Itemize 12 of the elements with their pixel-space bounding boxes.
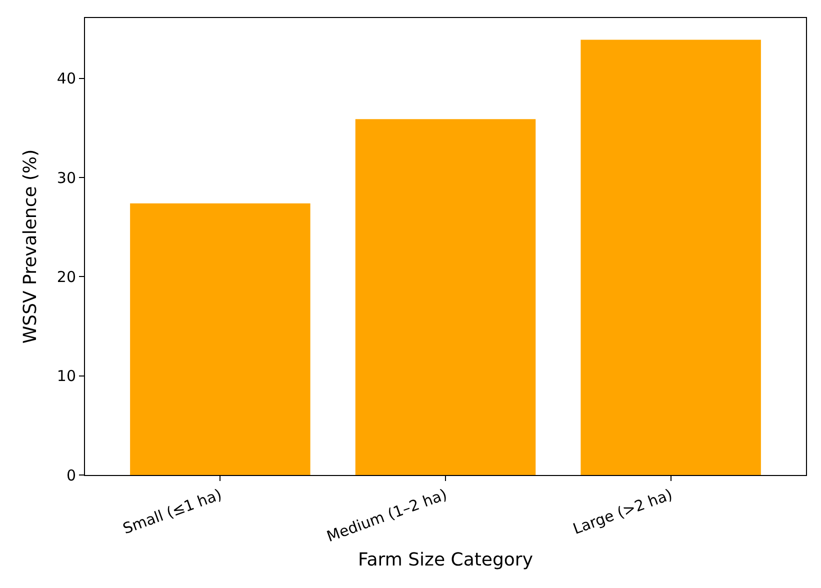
- x-tick-label: Large (>2 ha): [570, 485, 675, 538]
- y-tick-label: 0: [66, 466, 76, 484]
- y-tick-label: 30: [56, 168, 76, 187]
- bar: [355, 119, 536, 475]
- bar: [130, 203, 310, 475]
- y-axis-title: WSSV Prevalence (%): [20, 149, 42, 344]
- x-tick-label: Small (≤1 ha): [120, 485, 224, 538]
- bar: [580, 40, 761, 475]
- y-tick-label: 40: [56, 70, 76, 88]
- x-axis-title: Farm Size Category: [358, 550, 534, 571]
- y-tick-label: 10: [56, 367, 76, 386]
- y-tick-label: 20: [56, 268, 76, 286]
